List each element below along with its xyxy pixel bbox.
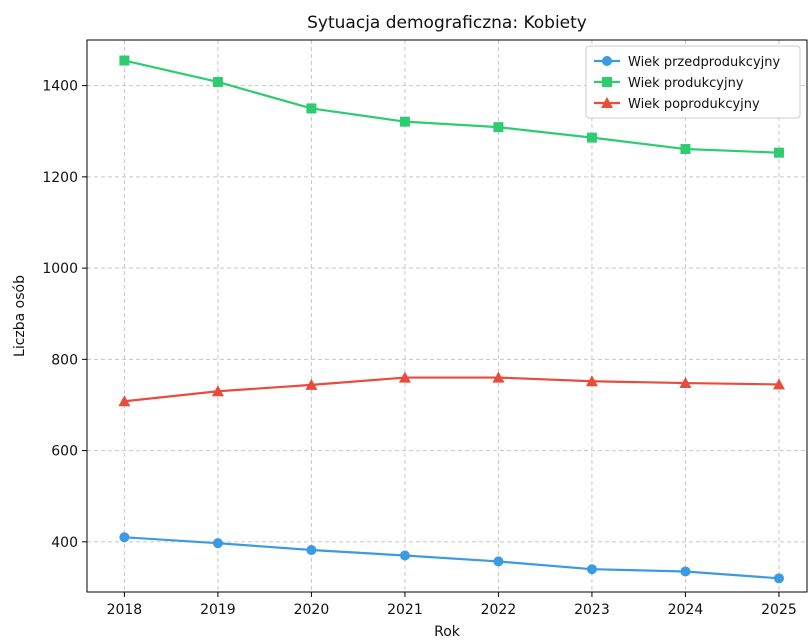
legend: Wiek przedprodukcyjny Wiek produkcyjny Wie… — [585, 45, 801, 119]
legend-marker — [602, 56, 612, 66]
data-point — [119, 55, 130, 66]
x-tick-label: 2024 — [668, 602, 704, 618]
x-tick-label: 2021 — [387, 602, 423, 618]
series-line — [124, 59, 779, 154]
data-point — [119, 532, 130, 543]
legend-label: Wiek przedprodukcyjny — [628, 55, 780, 70]
data-point — [586, 564, 597, 575]
data-point — [773, 573, 784, 584]
data-point — [305, 378, 318, 390]
x-axis-label: Rok — [434, 624, 461, 640]
data-point — [212, 538, 223, 549]
data-point — [398, 371, 411, 383]
data-point — [772, 378, 785, 390]
axes — [86, 39, 808, 593]
series — [119, 532, 784, 584]
data-point — [679, 377, 692, 389]
series — [119, 55, 784, 158]
x-tick-label: 2023 — [574, 602, 610, 618]
data-point — [586, 132, 597, 143]
legend-label: Wiek produkcyjny — [628, 76, 744, 91]
data-point — [680, 566, 691, 577]
data-point — [773, 147, 784, 158]
x-tick-label: 2019 — [200, 602, 236, 618]
data-point — [118, 395, 131, 407]
data-point — [399, 550, 410, 561]
y-tick-label: 600 — [51, 444, 78, 460]
y-axis-ticks: 400 600 800 1000 1200 1400 — [42, 79, 87, 551]
data-point — [306, 545, 317, 556]
data-point — [306, 103, 317, 114]
data-point — [399, 116, 410, 127]
series — [118, 371, 785, 407]
series-group — [118, 55, 785, 584]
chart-title: Sytuacja demograficzna: Kobiety — [307, 13, 587, 33]
legend-marker — [602, 77, 612, 87]
x-tick-label: 2018 — [107, 602, 143, 618]
y-tick-label: 1000 — [42, 261, 78, 277]
legend-item: Wiek przedprodukcyjny — [594, 55, 780, 70]
plot-area-frame — [86, 39, 808, 593]
data-point — [212, 76, 223, 87]
data-point — [680, 144, 691, 155]
x-tick-label: 2020 — [294, 602, 330, 618]
x-axis-ticks: 2018 2019 2020 2021 2022 2023 2024 2025 — [107, 592, 797, 618]
series-line — [124, 376, 779, 403]
legend-marker — [601, 97, 613, 108]
series-line — [124, 536, 780, 580]
data-point — [493, 122, 504, 133]
legend-item: Wiek poprodukcyjny — [594, 97, 760, 112]
grid — [87, 40, 807, 592]
x-tick-label: 2025 — [761, 602, 797, 618]
y-tick-label: 400 — [51, 535, 78, 551]
legend-label: Wiek poprodukcyjny — [628, 97, 760, 112]
data-point — [492, 371, 505, 383]
legend-item: Wiek produkcyjny — [594, 76, 744, 91]
data-point — [493, 556, 504, 567]
y-tick-label: 800 — [51, 352, 78, 368]
y-tick-label: 1400 — [42, 79, 78, 95]
y-tick-label: 1200 — [42, 170, 78, 186]
data-point — [211, 385, 224, 397]
data-point — [585, 375, 598, 387]
legend-box — [585, 45, 801, 119]
x-tick-label: 2022 — [481, 602, 517, 618]
y-axis-label: Liczba osób — [12, 275, 28, 357]
